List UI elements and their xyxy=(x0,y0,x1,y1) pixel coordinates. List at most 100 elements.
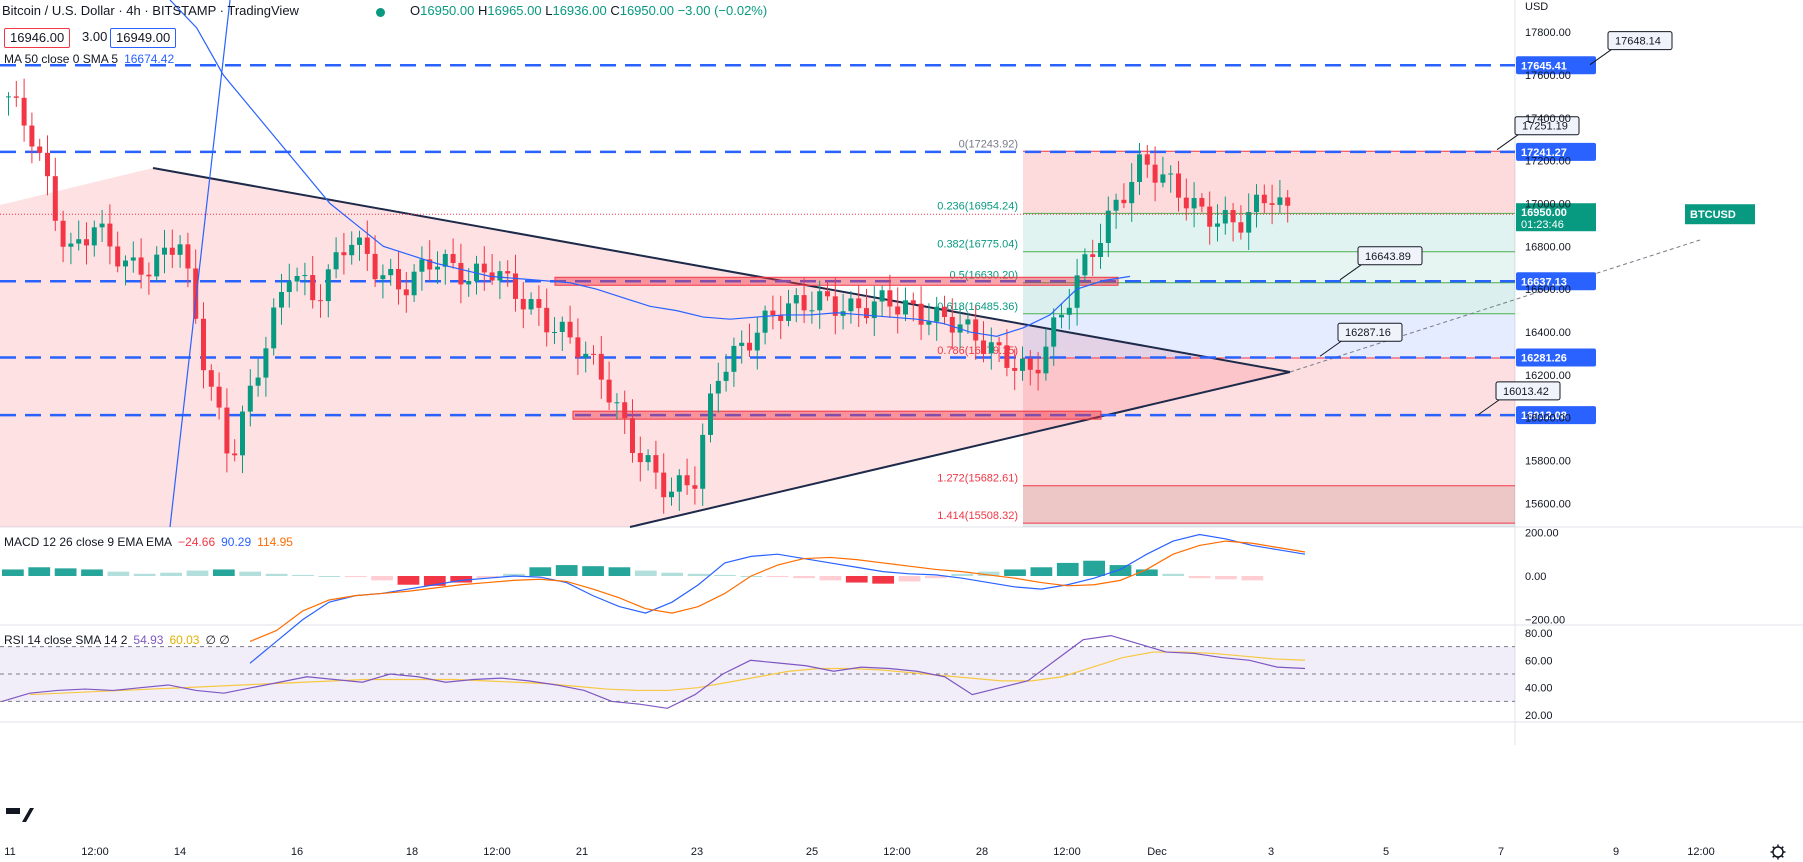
symbol-title[interactable]: Bitcoin / U.S. Dollar · 4h · BITSTAMP · … xyxy=(2,3,299,18)
candle-body xyxy=(76,239,82,244)
candle-body xyxy=(715,380,721,394)
candle-body xyxy=(419,259,425,272)
macd-histogram-bar xyxy=(1162,573,1185,576)
candle-body xyxy=(770,310,776,316)
gear-icon[interactable] xyxy=(1770,844,1786,860)
ask-price-button[interactable]: 16949.00 xyxy=(110,28,177,48)
rsi-line xyxy=(1,634,1306,709)
candle xyxy=(1051,308,1057,366)
candle xyxy=(474,255,479,295)
candle-body xyxy=(427,259,433,270)
candle xyxy=(341,232,347,275)
macd-line-value: 90.29 xyxy=(221,535,252,549)
candle-body xyxy=(1098,242,1103,257)
fib-level-label: 0.382(16775.04) xyxy=(937,239,1018,251)
callout-pointer xyxy=(1589,47,1615,66)
candle xyxy=(302,262,308,296)
candle-body xyxy=(91,227,97,246)
candle xyxy=(427,240,433,281)
candle-body xyxy=(6,96,11,98)
candle-body xyxy=(684,475,690,486)
candle-body xyxy=(1012,367,1018,371)
gear-icon-tooth xyxy=(1772,855,1775,858)
candle xyxy=(1012,348,1018,391)
candle xyxy=(731,337,737,387)
candle xyxy=(185,232,191,288)
candle-body xyxy=(29,125,35,147)
candle-body xyxy=(598,353,604,380)
macd-histogram-bar xyxy=(2,569,24,576)
candle xyxy=(637,436,643,482)
macd-histogram-bar xyxy=(872,576,895,584)
candle-body xyxy=(442,254,448,267)
candle xyxy=(864,288,869,324)
support-box xyxy=(572,410,1102,420)
callout-pointer xyxy=(1319,338,1345,357)
candle-body xyxy=(965,319,971,325)
candle xyxy=(778,295,784,340)
candle xyxy=(645,449,651,471)
macd-histogram-bar xyxy=(160,572,182,576)
rsi-legend[interactable]: RSI 14 close SMA 14 2 54.93 60.03 ∅ ∅ xyxy=(4,633,230,647)
candle-body xyxy=(661,472,667,498)
candle-body xyxy=(1199,198,1205,207)
candle-body xyxy=(325,269,331,302)
callout-label: 17648.14 xyxy=(1615,36,1661,48)
candle xyxy=(583,341,589,373)
candle xyxy=(318,284,323,318)
gear-icon-tooth xyxy=(1781,846,1784,849)
symbol-badge xyxy=(1685,204,1755,225)
price-tick-label: 17000.00 xyxy=(1525,199,1571,211)
candle xyxy=(1137,143,1142,195)
candle-body xyxy=(762,310,768,333)
macd-legend[interactable]: MACD 12 26 close 9 EMA EMA −24.66 90.29 114… xyxy=(4,535,293,549)
candle-body xyxy=(708,393,713,435)
candle xyxy=(84,222,89,265)
candle xyxy=(747,323,752,357)
candle-body xyxy=(1059,314,1064,318)
macd-histogram-bar xyxy=(793,576,815,579)
ma-legend[interactable]: MA 50 close 0 SMA 5 16674.42 xyxy=(4,52,174,66)
candle-body xyxy=(216,386,222,408)
macd-tick-label: 0.00 xyxy=(1525,571,1546,583)
candle xyxy=(1176,161,1181,212)
candle-body xyxy=(341,252,347,256)
callout-box xyxy=(1607,31,1673,51)
fib-level-label: 0.236(16954.24) xyxy=(937,200,1018,212)
candle-body xyxy=(591,353,596,355)
candle xyxy=(1152,146,1158,202)
high-value: 16965.00 xyxy=(487,3,542,18)
ma-legend-label: MA 50 close 0 SMA 5 xyxy=(4,52,119,66)
candle xyxy=(848,290,854,324)
candle-body xyxy=(1183,197,1189,209)
candle-body xyxy=(552,331,557,333)
candle xyxy=(513,254,518,312)
macd-histogram-bar xyxy=(1109,565,1132,576)
candle xyxy=(442,249,448,285)
candle xyxy=(115,231,121,273)
candle xyxy=(224,388,230,473)
candle xyxy=(754,316,760,370)
last-price-label: 16950.00 xyxy=(1521,207,1567,219)
bid-price-button[interactable]: 16946.00 xyxy=(4,28,71,48)
candle xyxy=(1113,193,1119,229)
candle xyxy=(286,263,292,308)
macd-histogram-bar xyxy=(292,574,314,576)
price-tick-label: 16800.00 xyxy=(1525,241,1571,253)
candle xyxy=(232,439,238,462)
macd-histogram-bar xyxy=(1030,567,1053,576)
candle xyxy=(310,255,316,309)
candle xyxy=(1215,204,1220,242)
time-axis-label: 14 xyxy=(174,846,186,858)
candle-body xyxy=(1230,210,1236,223)
candle-body xyxy=(1238,222,1244,233)
candle xyxy=(708,384,713,443)
candle-body xyxy=(536,299,542,308)
candle xyxy=(21,78,27,142)
macd-tick-label: −200.00 xyxy=(1525,615,1565,627)
candle xyxy=(169,229,175,268)
candle xyxy=(622,390,628,434)
symbol-badge-label: BTCUSD xyxy=(1690,209,1736,221)
ma-line-segment xyxy=(169,0,231,528)
